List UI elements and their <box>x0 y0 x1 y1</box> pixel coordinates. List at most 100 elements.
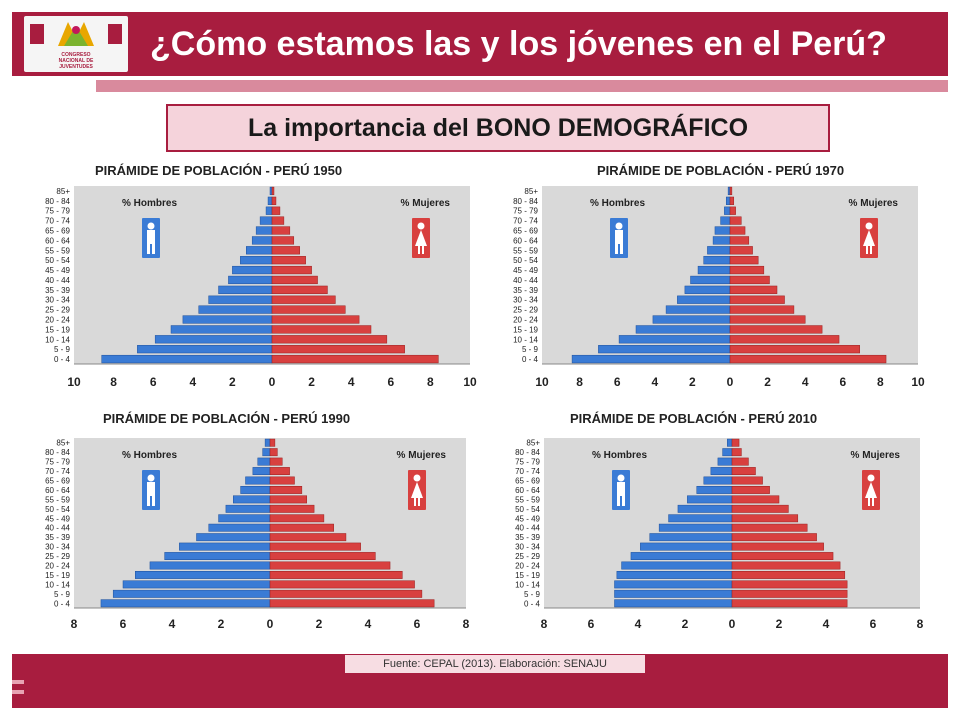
icon-leg <box>418 246 420 254</box>
category-label: 25 - 29 <box>45 306 70 315</box>
bar-mujeres <box>269 580 415 589</box>
bar-mujeres <box>271 295 336 304</box>
tick-label: 6 <box>120 617 127 631</box>
tick-label: 8 <box>463 617 470 631</box>
tick-label: 8 <box>110 375 117 389</box>
footer-stripe <box>12 680 24 684</box>
bar-hombres <box>710 467 733 475</box>
bar-hombres <box>630 552 733 560</box>
category-label: 50 - 54 <box>45 256 70 265</box>
category-label: 40 - 44 <box>45 524 70 533</box>
icon-leg <box>868 498 870 506</box>
bar-hombres <box>677 504 733 513</box>
bar-hombres <box>233 495 271 504</box>
bar-mujeres <box>729 345 860 354</box>
bar-hombres <box>208 295 273 304</box>
bar-mujeres <box>731 504 789 513</box>
icon-leg <box>147 244 150 254</box>
bar-hombres <box>267 196 273 205</box>
bar-mujeres <box>269 495 307 504</box>
category-label: 5 - 9 <box>54 345 71 354</box>
tick-label: 8 <box>71 617 78 631</box>
category-label: 80 - 84 <box>515 448 540 457</box>
category-label: 55 - 59 <box>513 246 538 255</box>
bar-hombres <box>218 514 271 523</box>
bar-hombres <box>703 256 731 265</box>
bar-hombres <box>687 495 733 504</box>
plot-area <box>74 186 470 364</box>
bar-mujeres <box>731 533 817 542</box>
category-label: 10 - 14 <box>45 335 70 344</box>
icon-leg <box>870 246 872 254</box>
bar-mujeres <box>271 186 275 196</box>
bar-hombres <box>252 467 271 475</box>
icon-leg <box>866 246 868 254</box>
tick-label: 2 <box>316 617 323 631</box>
bar-mujeres <box>731 457 749 466</box>
category-label: 20 - 24 <box>45 316 70 325</box>
bar-hombres <box>265 206 273 215</box>
bar-hombres <box>621 561 733 570</box>
bar-hombres <box>135 571 271 579</box>
bar-hombres <box>614 599 733 608</box>
bar-mujeres <box>269 589 423 598</box>
category-label: 35 - 39 <box>513 286 538 295</box>
bar-hombres <box>571 354 731 364</box>
icon-leg <box>422 246 424 254</box>
icon-body <box>147 230 155 244</box>
bar-mujeres <box>731 571 846 579</box>
bar-hombres <box>668 514 733 523</box>
bar-mujeres <box>731 599 848 608</box>
tick-label: 2 <box>689 375 696 389</box>
bar-hombres <box>725 196 731 205</box>
bar-mujeres <box>269 486 303 494</box>
category-label: 40 - 44 <box>513 276 538 285</box>
tick-label: 4 <box>651 375 658 389</box>
category-label: 85+ <box>526 439 540 448</box>
bar-hombres <box>198 305 273 314</box>
legend-hombres: % Hombres <box>122 450 177 461</box>
tick-label: 0 <box>729 617 736 631</box>
bar-mujeres <box>271 226 291 235</box>
legend-hombres: % Hombres <box>590 198 645 209</box>
category-label: 45 - 49 <box>513 266 538 275</box>
bar-mujeres <box>269 504 315 513</box>
icon-body <box>863 230 875 246</box>
category-label: 80 - 84 <box>45 197 70 206</box>
icon-leg <box>152 496 155 506</box>
category-label: 45 - 49 <box>45 514 70 523</box>
bar-hombres <box>240 486 271 494</box>
category-label: 85+ <box>524 187 538 196</box>
tick-label: 0 <box>727 375 734 389</box>
bar-mujeres <box>269 542 361 551</box>
tick-label: 8 <box>427 375 434 389</box>
bar-hombres <box>690 275 731 285</box>
tick-label: 0 <box>269 375 276 389</box>
bar-hombres <box>255 226 273 235</box>
header-bar <box>12 12 948 76</box>
icon-head <box>865 222 873 230</box>
tick-label: 2 <box>308 375 315 389</box>
category-label: 85+ <box>56 187 70 196</box>
bar-mujeres <box>271 285 328 294</box>
legend-hombres: % Hombres <box>122 198 177 209</box>
bar-mujeres <box>731 486 770 494</box>
icon-leg <box>147 496 150 506</box>
bar-mujeres <box>269 457 283 466</box>
bar-mujeres <box>269 476 295 485</box>
bar-hombres <box>727 438 733 447</box>
icon-head <box>147 222 155 230</box>
icon-body <box>415 230 427 246</box>
category-label: 15 - 19 <box>45 571 70 580</box>
category-label: 55 - 59 <box>515 495 540 504</box>
bar-mujeres <box>729 325 823 334</box>
bar-hombres <box>707 246 731 255</box>
bar-hombres <box>122 580 271 589</box>
tick-label: 4 <box>635 617 642 631</box>
bar-hombres <box>208 523 271 532</box>
category-label: 20 - 24 <box>45 562 70 571</box>
chart-title: PIRÁMIDE DE POBLACIÓN - PERÚ 1950 <box>95 163 343 178</box>
tick-label: 6 <box>839 375 846 389</box>
category-label: 50 - 54 <box>515 505 540 514</box>
category-label: 65 - 69 <box>515 477 540 486</box>
